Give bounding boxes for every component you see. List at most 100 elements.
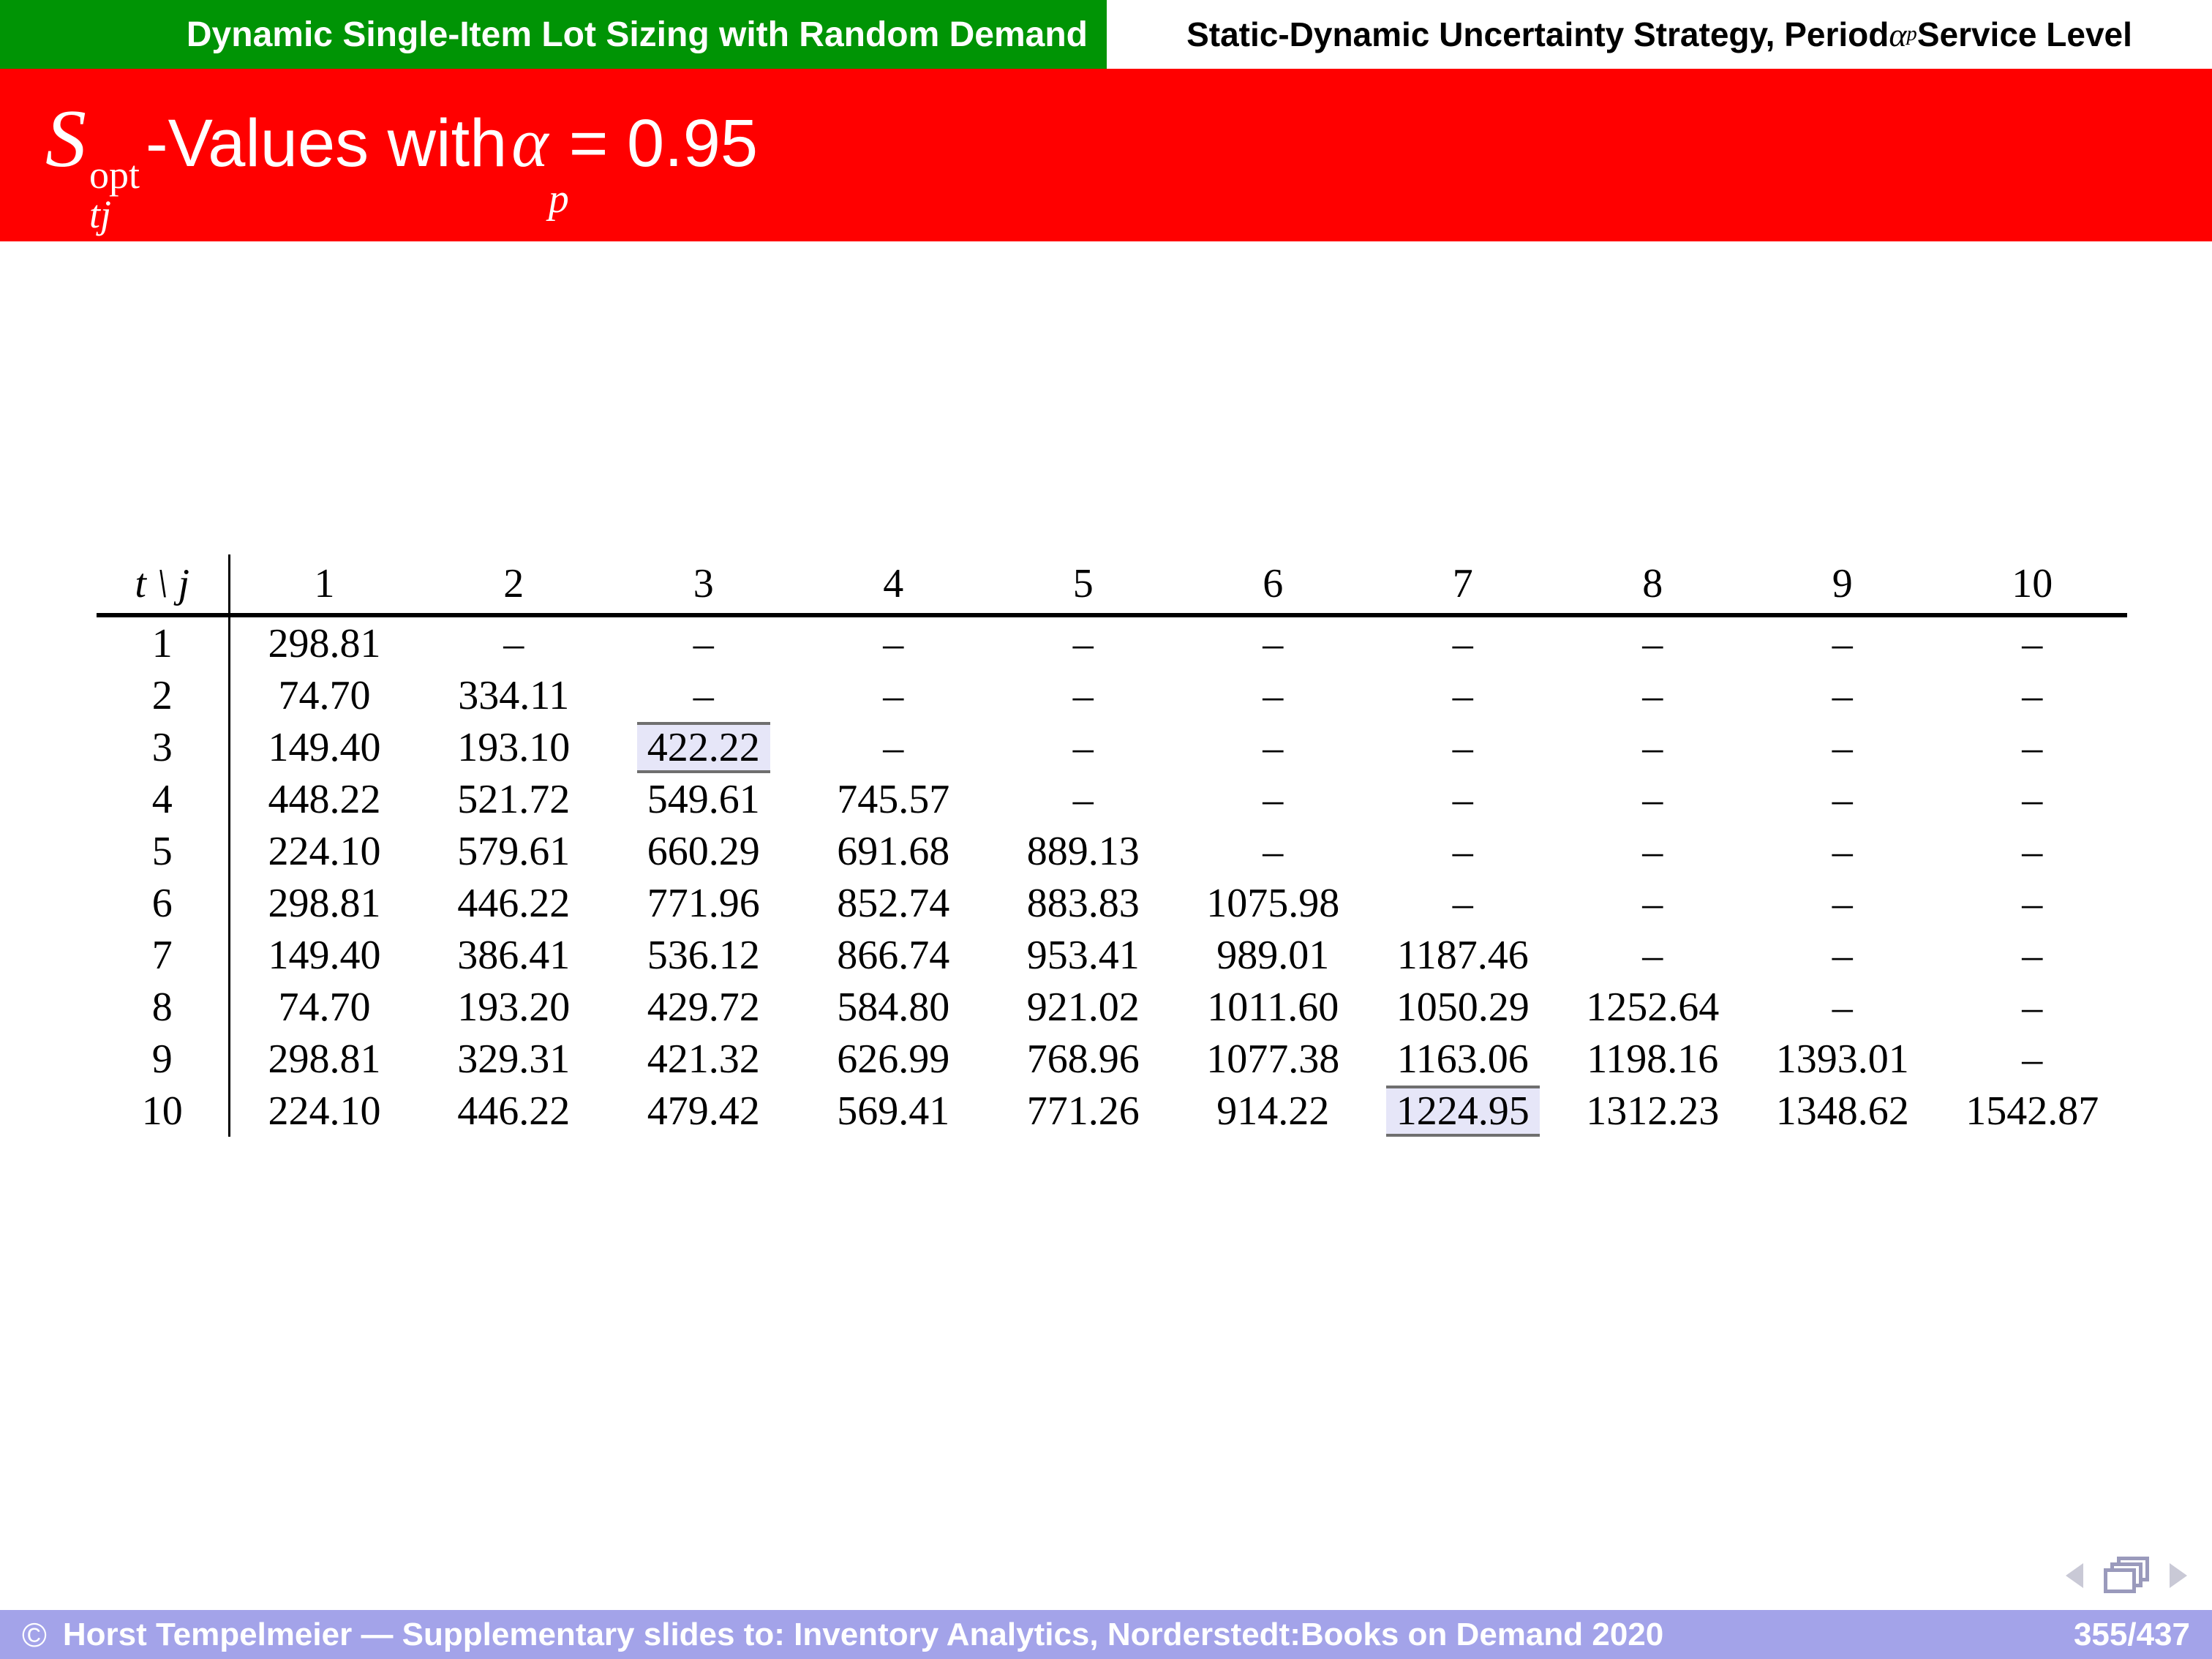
cell-t8-j1: 74.70 [227, 981, 419, 1033]
cell-value: 298.81 [268, 1036, 381, 1082]
cell-value: 446.22 [457, 1088, 571, 1134]
cell-t8-j10: – [1938, 981, 2128, 1033]
cell-t1-j2: – [419, 615, 609, 669]
cell-t3-j8: – [1558, 721, 1748, 773]
cell-value: – [883, 672, 904, 718]
cell-t9-j6: 1077.38 [1178, 1033, 1369, 1085]
cell-t6-j2: 446.22 [419, 877, 609, 929]
cell-t7-j10: – [1938, 929, 2128, 981]
cell-t8-j4: 584.80 [799, 981, 989, 1033]
page-indicator: 355/437 [2073, 1616, 2190, 1652]
cell-value: – [1642, 880, 1663, 926]
cell-t1-j8: – [1558, 615, 1748, 669]
cell-value: – [1452, 828, 1473, 874]
cell-t9-j2: 329.31 [419, 1033, 609, 1085]
cell-value: 691.68 [837, 828, 950, 874]
cell-t2-j1: 74.70 [227, 669, 419, 721]
cell-t3-j4: – [799, 721, 989, 773]
cell-value: – [2022, 880, 2043, 926]
cell-value: 422.22 [636, 721, 770, 773]
cell-t7-j7: 1187.46 [1368, 929, 1558, 981]
cell-t10-j1: 224.10 [227, 1085, 419, 1137]
cell-value: 74.70 [278, 672, 371, 718]
cell-value: 660.29 [647, 828, 760, 874]
cell-value: – [1832, 724, 1853, 770]
cell-value: – [1072, 620, 1094, 666]
cell-t8-j3: 429.72 [609, 981, 799, 1033]
cell-value: – [1642, 724, 1663, 770]
cell-t3-j5: – [988, 721, 1178, 773]
frame-sheet-icon [2104, 1568, 2136, 1593]
cell-value: – [2022, 672, 2043, 718]
cell-t1-j9: – [1748, 615, 1938, 669]
cell-value: – [1263, 776, 1284, 822]
cell-value: – [1452, 776, 1473, 822]
cell-value: 1348.62 [1775, 1088, 1909, 1134]
header-subsection-label: Static-Dynamic Uncertainty Strategy, Per… [1186, 15, 1889, 53]
cell-value: 479.42 [647, 1088, 760, 1134]
footer-attribution-text: Horst Tempelmeier — Supplementary slides… [62, 1616, 1664, 1652]
cell-t1-j7: – [1368, 615, 1558, 669]
cell-t4-j7: – [1368, 773, 1558, 825]
nav-back-icon[interactable] [2066, 1563, 2083, 1588]
cell-t3-j2: 193.10 [419, 721, 609, 773]
header-section-label: Dynamic Single-Item Lot Sizing with Rand… [186, 15, 1088, 54]
cell-value: 1077.38 [1206, 1036, 1340, 1082]
math-superscript: opt [89, 153, 140, 197]
cell-t9-j8: 1198.16 [1558, 1033, 1748, 1085]
cell-t1-j5: – [988, 615, 1178, 669]
header-subsection-title[interactable]: Static-Dynamic Uncertainty Strategy, Per… [1107, 0, 2212, 69]
cell-value: – [1832, 880, 1853, 926]
copyright-icon: © [22, 1615, 47, 1654]
cell-value: 745.57 [837, 776, 950, 822]
header-section-title[interactable]: Dynamic Single-Item Lot Sizing with Rand… [0, 0, 1107, 69]
cell-value: – [1642, 776, 1663, 822]
cell-t8-j5: 921.02 [988, 981, 1178, 1033]
row-header-t8: 8 [151, 984, 173, 1030]
cell-t4-j5: – [988, 773, 1178, 825]
col-header-j7: 7 [1368, 554, 1558, 617]
cell-t9-j1: 298.81 [227, 1033, 419, 1085]
nav-frames-icon[interactable] [2104, 1557, 2149, 1595]
cell-value: – [2022, 932, 2043, 978]
cell-value: – [1832, 984, 1853, 1030]
cell-value: 883.83 [1026, 880, 1140, 926]
cell-t3-j3: 422.22 [609, 721, 799, 773]
cell-t5-j3: 660.29 [609, 825, 799, 877]
cell-value: 1252.64 [1586, 984, 1720, 1030]
cell-value: 1224.95 [1385, 1085, 1540, 1137]
col-header-j8: 8 [1557, 554, 1748, 617]
s-values-table: t \ j 1 2 3 4 5 6 7 8 9 10 1 298.81– – – – – – – – –2 74.70 33… [97, 554, 2127, 1137]
title-alpha-symbol: α [511, 103, 549, 181]
cell-value: – [1832, 828, 1853, 874]
cell-t9-j10: – [1938, 1033, 2128, 1085]
row-header-t2: 2 [151, 672, 173, 718]
footer-bar: © Horst Tempelmeier — Supplementary slid… [0, 1610, 2212, 1659]
cell-value: 1187.46 [1396, 932, 1529, 978]
navigation-bar [2066, 1555, 2187, 1596]
cell-t9-j7: 1163.06 [1368, 1033, 1558, 1085]
cell-t9-j3: 421.32 [609, 1033, 799, 1085]
cell-value: – [693, 620, 714, 666]
row-header-t1: 1 [151, 620, 173, 666]
cell-value: 334.11 [458, 672, 570, 718]
cell-t9-j9: 1393.01 [1748, 1033, 1938, 1085]
cell-value: – [2022, 1036, 2043, 1082]
cell-value: 921.02 [1026, 984, 1140, 1030]
cell-t4-j3: 549.61 [609, 773, 799, 825]
cell-t1-j10: – [1938, 615, 2128, 669]
cell-t5-j4: 691.68 [799, 825, 989, 877]
cell-value: – [1263, 724, 1284, 770]
cell-t6-j10: – [1938, 877, 2128, 929]
nav-forward-icon[interactable] [2170, 1563, 2187, 1588]
cell-t5-j2: 579.61 [419, 825, 609, 877]
cell-t2-j7: – [1368, 669, 1558, 721]
cell-value: 889.13 [1026, 828, 1140, 874]
cell-value: 569.41 [837, 1088, 950, 1134]
cell-t3-j1: 149.40 [227, 721, 419, 773]
cell-value: 1075.98 [1206, 880, 1340, 926]
title-value: = 0.95 [568, 106, 759, 181]
cell-t7-j4: 866.74 [799, 929, 989, 981]
cell-value: 866.74 [837, 932, 950, 978]
